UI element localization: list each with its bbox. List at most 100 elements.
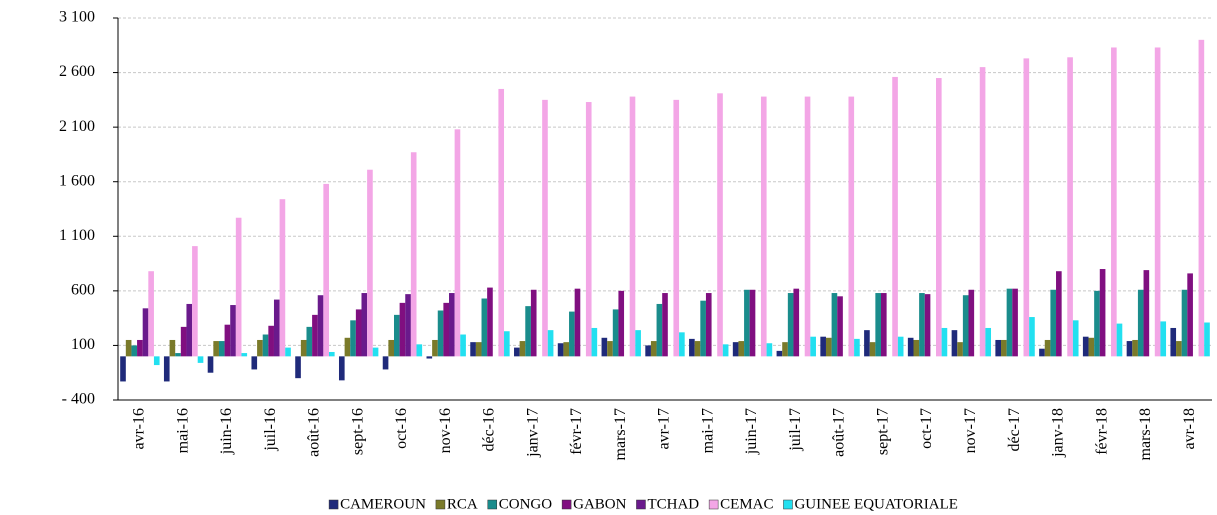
x-tick-label: juin-16: [218, 408, 235, 455]
bar: [1143, 270, 1150, 357]
bar: [350, 320, 356, 357]
bar: [1023, 58, 1030, 357]
bar: [235, 217, 242, 357]
bar: [689, 338, 695, 357]
bar: [481, 298, 488, 357]
bar: [460, 334, 466, 357]
bar: [1170, 327, 1177, 357]
legend-label: GUINEE EQUATORIALE: [794, 496, 957, 512]
bar: [163, 356, 170, 382]
x-tick-label: nov-17: [962, 408, 979, 453]
bar: [525, 306, 531, 357]
bar: [449, 293, 455, 357]
bar: [776, 350, 783, 357]
bar: [317, 295, 324, 357]
legend-swatch: [561, 499, 572, 510]
bar: [787, 293, 794, 357]
bar: [1006, 288, 1013, 357]
bar: [285, 347, 291, 357]
bar: [574, 288, 581, 357]
bar: [268, 325, 274, 357]
bar: [1029, 317, 1035, 357]
bar: [968, 289, 975, 357]
bar: [744, 289, 750, 357]
legend-label: TCHAD: [647, 496, 699, 512]
bar: [831, 293, 838, 357]
x-tick-label: avr-18: [1181, 408, 1198, 449]
bar: [300, 339, 307, 357]
y-tick-label: 100: [71, 336, 95, 353]
bar: [1154, 47, 1161, 357]
bar: [498, 88, 505, 357]
bar: [1072, 320, 1079, 357]
y-tick-label: 2 100: [59, 118, 95, 135]
legend-swatch: [708, 499, 719, 510]
bar: [662, 293, 668, 357]
bar: [919, 293, 925, 357]
x-tick-label: janv-17: [524, 408, 541, 458]
bar: [213, 341, 219, 357]
bar: [1082, 336, 1089, 357]
x-tick-label: mai-16: [174, 408, 191, 453]
bar: [1067, 57, 1073, 357]
bar: [569, 311, 575, 357]
y-tick-label: 2 600: [59, 63, 95, 80]
bar: [125, 339, 132, 357]
bar: [197, 356, 204, 363]
x-tick-label: juil-16: [262, 408, 279, 452]
legend-label: GABON: [573, 496, 627, 512]
bar: [563, 342, 570, 357]
bar: [382, 356, 389, 370]
bar: [519, 341, 526, 357]
bar: [323, 183, 329, 357]
bar: [120, 356, 126, 382]
bar: [607, 341, 613, 357]
bar: [1039, 348, 1045, 357]
bar: [1132, 339, 1138, 357]
bar: [1204, 322, 1210, 357]
bar: [864, 330, 870, 357]
bar: [645, 345, 651, 357]
bar: [273, 299, 280, 357]
bar: [344, 337, 351, 357]
x-tick-label: avr-16: [131, 408, 148, 449]
x-tick-label: déc-16: [481, 408, 498, 452]
y-tick-label: - 400: [62, 391, 95, 408]
bar: [180, 326, 187, 357]
bar: [700, 300, 706, 357]
legend-label: CONGO: [499, 496, 553, 512]
bar: [1044, 339, 1051, 357]
bar: [656, 303, 663, 357]
bar: [837, 296, 843, 357]
bar: [810, 336, 816, 357]
bar: [601, 337, 608, 357]
bar: [443, 302, 450, 357]
bar: [470, 342, 476, 357]
bar: [941, 327, 948, 357]
bar: [1181, 289, 1188, 357]
bar: [175, 353, 181, 357]
bar: [372, 347, 379, 357]
bar: [388, 339, 395, 357]
x-tick-label: août-16: [306, 408, 323, 457]
bar: [547, 330, 554, 357]
bar: [585, 102, 592, 357]
bar: [1116, 323, 1123, 357]
bar: [722, 344, 729, 357]
bar: [530, 289, 537, 357]
bar: [432, 339, 438, 357]
y-tick-label: 1 600: [59, 172, 95, 189]
legend-label: CEMAC: [720, 496, 773, 512]
bar: [153, 356, 160, 366]
bar: [504, 331, 510, 357]
bar: [426, 356, 433, 359]
x-tick-label: sept-16: [349, 408, 366, 455]
bar: [557, 343, 564, 357]
bar: [169, 339, 176, 357]
bar: [995, 339, 1002, 357]
y-tick-label: 3 100: [59, 9, 95, 26]
bar: [1176, 341, 1182, 357]
bar: [760, 96, 767, 357]
x-tick-label: mai-17: [699, 408, 716, 453]
